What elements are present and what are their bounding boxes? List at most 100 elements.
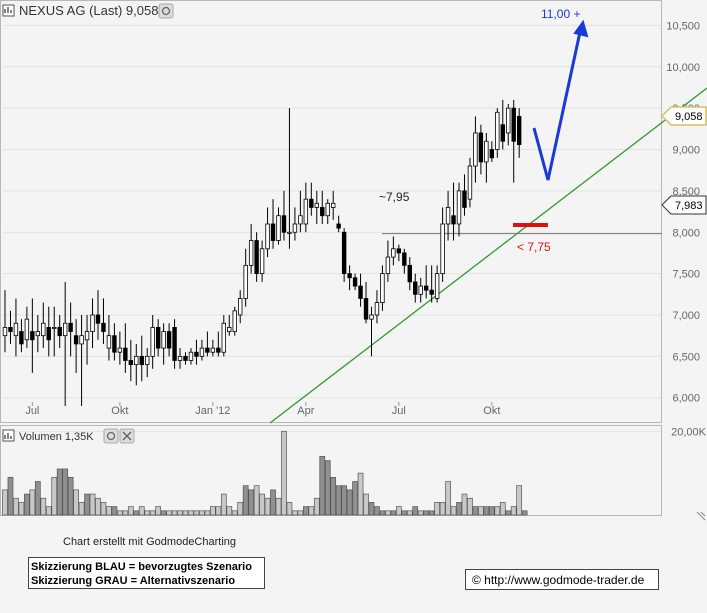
candle-body	[330, 202, 336, 208]
candle	[489, 141, 495, 162]
volume-bar	[346, 489, 353, 516]
price-panel-frame	[0, 0, 662, 423]
candle-body	[123, 347, 128, 361]
volume-bar	[417, 510, 424, 516]
volume-bar	[450, 506, 457, 516]
scenario-arrowhead	[573, 19, 589, 38]
candle	[166, 323, 172, 357]
volume-bar	[510, 506, 517, 516]
stop-marker	[513, 223, 548, 227]
candle-body	[391, 248, 396, 258]
volume-bar	[204, 510, 211, 516]
candle	[216, 331, 221, 357]
volume-bar	[51, 476, 58, 516]
candle-body	[19, 331, 24, 345]
candle	[57, 314, 62, 349]
candle	[35, 314, 41, 353]
candle	[101, 298, 106, 344]
candle-body	[309, 198, 314, 208]
volume-type-icon-bars	[4, 433, 12, 439]
y-tick-label: 6,000	[672, 393, 700, 405]
level-annotation: ~7,95	[379, 190, 410, 204]
candle-body	[90, 314, 95, 332]
candle	[210, 339, 216, 357]
candle-body	[385, 256, 391, 275]
candle-body	[13, 322, 19, 337]
candle	[270, 199, 276, 249]
volume-bar	[127, 506, 134, 516]
volume-bar	[308, 506, 315, 516]
volume-bar	[292, 510, 298, 516]
candle	[341, 228, 347, 282]
y-tick-label: 10,000	[666, 62, 700, 74]
volume-bar	[7, 476, 14, 516]
volume-settings-icon[interactable]	[103, 428, 119, 444]
candle-body	[303, 198, 309, 225]
candle	[221, 314, 226, 357]
candle	[292, 207, 298, 241]
candle-body	[248, 240, 254, 266]
candle-body	[166, 331, 172, 349]
candle-body	[183, 355, 188, 361]
candle-body	[456, 190, 462, 225]
volume-bar	[461, 493, 468, 516]
candle-body	[478, 132, 484, 163]
candle	[451, 182, 456, 241]
candle	[62, 281, 68, 406]
candle-body	[511, 107, 516, 142]
volume-bar	[117, 510, 123, 516]
candle	[506, 104, 511, 146]
candle	[418, 277, 423, 303]
volume-bar	[423, 510, 430, 516]
candle	[172, 319, 177, 369]
chart-title: NEXUS AG (Last) 9,058	[19, 3, 158, 18]
volume-bar	[412, 506, 419, 516]
volume-bar	[275, 497, 282, 516]
volume-bar	[242, 485, 249, 516]
volume-bar	[352, 481, 358, 516]
candle-body	[30, 331, 35, 341]
candle	[336, 215, 341, 233]
candle	[407, 257, 412, 291]
volume-bar	[56, 468, 63, 516]
volume-bar	[330, 476, 337, 516]
volume-bar	[133, 510, 140, 516]
volume-bar	[155, 506, 162, 516]
candle-body	[380, 273, 385, 303]
scenario-arrow	[532, 19, 589, 181]
candle	[369, 306, 374, 357]
candle-body	[500, 124, 505, 142]
candle	[473, 116, 478, 183]
candle	[511, 99, 516, 183]
y-tick-label: 8,000	[672, 227, 700, 239]
volume-bar	[390, 510, 397, 516]
candle	[259, 240, 265, 282]
volume-bar	[499, 502, 506, 516]
candle	[429, 265, 434, 303]
candle	[287, 108, 292, 249]
candle-body	[194, 351, 199, 357]
candle-body	[24, 318, 30, 341]
candle-body	[325, 202, 330, 217]
candle	[347, 265, 352, 291]
volume-bar	[341, 485, 347, 516]
x-tick-label: Jan '12	[195, 405, 230, 417]
candle	[314, 190, 319, 224]
settings-icon[interactable]	[158, 3, 174, 19]
candle	[183, 352, 188, 365]
candle-body	[243, 264, 248, 299]
candle	[467, 157, 473, 208]
source-url[interactable]: © http://www.godmode-trader.de	[472, 573, 645, 587]
x-axis-labels: Jul Okt Jan '12 Apr Jul Okt	[25, 402, 500, 417]
candle-body	[445, 207, 451, 225]
volume-bar	[401, 510, 408, 516]
candle	[227, 314, 232, 336]
y-tick-label: 6,500	[672, 351, 700, 363]
candle-body	[134, 355, 139, 366]
resize-handle-icon[interactable]	[696, 511, 706, 521]
volume-bar	[89, 493, 96, 516]
volume-bar	[149, 510, 156, 516]
candle	[456, 182, 462, 237]
candle-body	[150, 326, 155, 357]
